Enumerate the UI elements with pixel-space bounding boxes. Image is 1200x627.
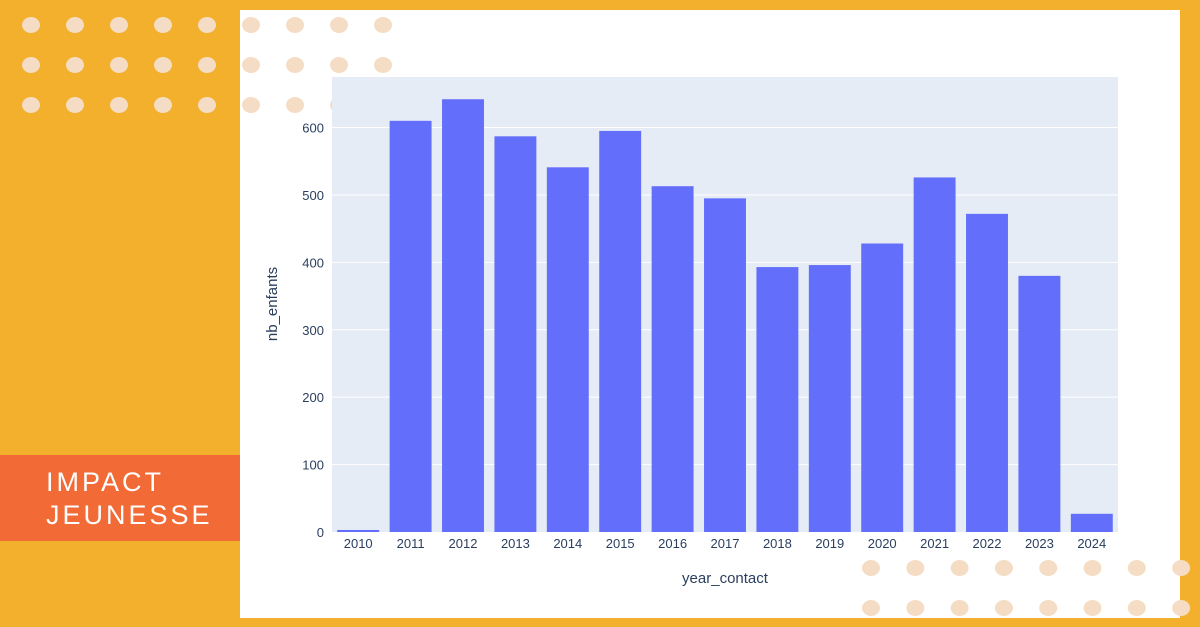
bar-2021 [913,177,956,532]
decorative-dot [110,57,128,73]
bar-2010 [337,529,380,532]
x-tick-label: 2018 [763,536,792,551]
decorative-dot [66,97,84,113]
x-tick-label: 2014 [553,536,582,551]
bar-2019 [808,265,851,532]
y-axis-label: nb_enfants [264,267,281,341]
decorative-dot [22,97,40,113]
bar-2018 [756,267,799,532]
bar-2016 [651,186,694,532]
x-tick-label: 2013 [501,536,530,551]
brand-line-2: JEUNESSE [46,500,213,530]
x-tick-label: 2020 [868,536,897,551]
x-tick-label: 2010 [344,536,373,551]
x-tick-labels: 2010 2011 2012 2013 2014 2015 2016 2017 2018 2019… [344,536,1107,551]
bar-2015 [599,130,642,532]
decorative-dot [154,17,172,33]
x-tick-label: 2017 [711,536,740,551]
decorative-dot [198,17,216,33]
x-tick-label: 2015 [606,536,635,551]
y-tick-label: 500 [302,188,324,203]
bars [337,99,1113,533]
bar-2013 [494,136,537,532]
x-tick-label: 2023 [1025,536,1054,551]
y-tick-label: 400 [302,255,324,270]
y-tick-labels: 0 100 200 300 400 500 600 [302,121,324,540]
y-tick-label: 0 [317,525,324,540]
y-tick-label: 100 [302,458,324,473]
decorative-dot [110,97,128,113]
x-tick-label: 2024 [1077,536,1106,551]
x-tick-label: 2011 [397,536,425,551]
x-tick-label: 2012 [449,536,478,551]
decorative-dot [154,97,172,113]
y-tick-label: 600 [302,121,324,136]
bar-2022 [966,213,1008,532]
decorative-dot [110,17,128,33]
bar-2020 [861,243,904,533]
y-tick-label: 300 [302,323,324,338]
brand-banner: IMPACT JEUNESSE [0,455,240,541]
decorative-dot [66,17,84,33]
bar-2014 [546,167,589,532]
x-axis-label: year_contact [682,570,769,587]
decorative-dot [22,17,40,33]
x-tick-label: 2022 [973,536,1002,551]
decorative-dot [198,97,216,113]
brand-line-1: IMPACT [46,467,164,497]
bar-2023 [1018,275,1061,532]
decorative-dot [66,57,84,73]
bar-2024 [1070,513,1113,532]
x-tick-label: 2019 [815,536,844,551]
x-tick-label: 2021 [920,536,949,551]
decorative-dot [198,57,216,73]
decorative-dot [154,57,172,73]
y-tick-label: 200 [302,390,324,405]
bar-chart: 0 100 200 300 400 500 600 2010 2011 2012 2013 2014… [264,77,1118,587]
bar-2011 [389,120,432,532]
bar-2017 [704,198,746,533]
x-tick-label: 2016 [658,536,687,551]
decorative-dot [22,57,40,73]
bar-2012 [442,99,484,532]
